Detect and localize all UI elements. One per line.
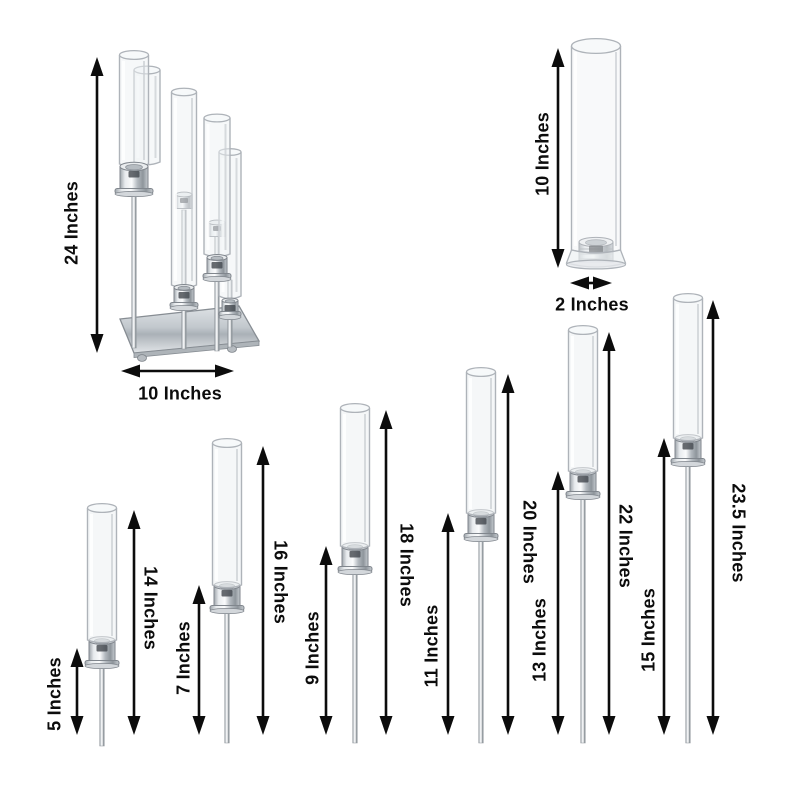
stand-stem [352,568,358,744]
stand-4-total-label: 20 Inches [519,500,540,584]
glass-tube [339,402,371,550]
stand-stem [224,607,230,744]
glass-tube [672,292,704,442]
shade-height-arrow [551,48,565,268]
stand-1-height-arrow [70,648,84,735]
stand-stem [478,535,484,744]
stand-5-height-label: 13 Inches [529,598,550,682]
candle-stand-3 [337,402,373,744]
glass-tube [211,437,243,589]
base-foot [137,354,147,362]
shade-width-label: 2 Inches [555,294,629,315]
stand-stem [685,460,691,744]
candelabra-width-arrow [121,364,234,378]
candle-stand-5 [565,324,601,744]
stand-6-total-label: 23.5 Inches [728,483,749,583]
shade-width-arrow [570,276,612,290]
glass-tube [170,87,198,289]
candelabra-figure [114,50,261,362]
candelabra-height-label: 24 Inches [61,181,82,265]
stand-2-total-label: 16 Inches [270,540,291,624]
stand-stem [131,195,137,349]
stand-3-height-label: 9 Inches [302,611,323,685]
stand-1-total-label: 14 Inches [140,566,161,650]
stand-3-total-label: 18 Inches [396,523,417,607]
glass-tube [567,324,599,475]
candle-stand-1 [84,502,120,747]
stand-6-height-label: 15 Inches [638,588,659,672]
stand-3-height-arrow [319,546,333,735]
glass-tube [118,50,150,168]
glass-tube [203,113,231,258]
stand-4-height-label: 11 Inches [421,604,442,688]
stand-4-total-arrow [501,374,515,735]
candle-cup [202,254,232,282]
stand-2-height-arrow [192,585,206,735]
stand-1-total-arrow [127,510,141,735]
stand-stem [580,493,586,744]
glass-tube [465,366,497,517]
stand-stem [99,662,105,747]
candelabra-width-label: 10 Inches [138,383,222,404]
shade-height-label: 10 Inches [532,112,553,196]
candle-stand-6 [670,292,706,744]
stand-6-total-arrow [706,300,720,735]
candle-stand-4 [463,366,499,744]
candle-cup [114,161,154,197]
stand-3-total-arrow [379,410,393,735]
candle-stand-2 [209,437,245,744]
stand-6-height-arrow [657,438,671,735]
candelabra-height-arrow [90,57,104,353]
glass-shade-figure [565,38,627,270]
glass-tube [86,502,118,644]
candle-cup [169,284,199,311]
stand-5-total-label: 22 Inches [615,504,636,588]
stand-2-height-label: 7 Inches [173,621,194,695]
glass-tube [570,38,622,254]
candle-cup [218,297,242,320]
stand-5-total-arrow [602,332,616,735]
stand-1-height-label: 5 Inches [44,657,65,731]
stand-4-height-arrow [441,513,455,735]
stand-2-total-arrow [256,446,270,735]
stand-5-height-arrow [551,471,565,735]
shade-fitter-rim [565,259,627,270]
